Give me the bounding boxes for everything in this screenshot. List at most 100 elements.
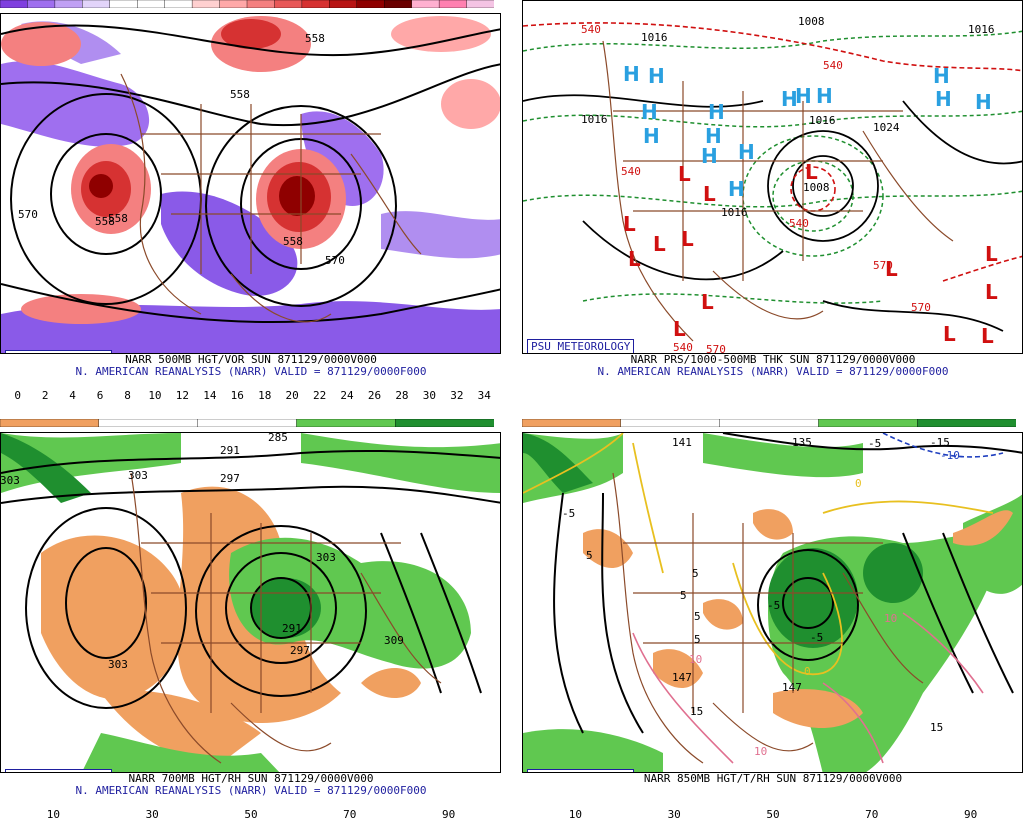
branding-label: PSU METEOROLOGY [5,350,113,353]
colorbar-tick-label: 90 [441,808,456,819]
colorbar-ticks-700mb: 10 30 50 70 90 [4,808,498,819]
colorbar-segment [917,419,1016,427]
colorbar-segment [296,419,396,427]
thickness-label: 540 [581,23,601,36]
panel-subtitle: N. AMERICAN REANALYSIS (NARR) VALID = 87… [75,365,427,378]
low-pressure-symbol: L [628,247,641,271]
low-pressure-symbol: L [678,162,691,186]
colorbar-tick-label: 28 [395,389,409,400]
panel-850mb-temp-rh: PSU METEOROLOGY NARR 850MB HGT/T/RH SUN … [522,419,1024,819]
pressure-label: 1016 [968,23,995,36]
high-pressure-symbol: H [975,90,992,114]
thickness-label: 540 [673,341,693,354]
high-pressure-symbol: H [781,87,798,111]
colorbar-segment [137,0,166,8]
colorbar-segment [109,0,138,8]
panel-title: NARR PRS/1000-500MB THK SUN 871129/0000V… [630,353,916,366]
colorbar-segment [818,419,918,427]
map-500mb-svg [1,14,500,353]
high-pressure-symbol: H [643,124,660,148]
colorbar-segment [82,0,111,8]
pressure-label: 1016 [809,114,836,127]
colorbar-tick-label: 12 [175,389,189,400]
thickness-label: 570 [911,301,931,314]
panel-subtitle: N. AMERICAN REANALYSIS (NARR) VALID = 87… [75,784,427,797]
high-pressure-symbol: H [623,62,640,86]
colorbar-segment [27,0,56,8]
colorbar-tick-label: 30 [422,389,436,400]
high-pressure-symbol: H [816,84,833,108]
map-850mb-svg [523,433,1022,772]
pressure-label: 1008 [803,181,830,194]
high-pressure-symbol: H [701,144,718,168]
thickness-label: 540 [823,59,843,72]
low-pressure-symbol: L [981,324,994,348]
map-500mb: PSU METEOROLOGY [0,13,501,354]
colorbar-segment [219,0,248,8]
pressure-label: 1024 [873,121,900,134]
thickness-label: 570 [706,343,726,354]
colorbar-tick-label: 18 [258,389,272,400]
high-pressure-symbol: H [795,84,812,108]
colorbar-tick-label: 16 [230,389,244,400]
high-pressure-symbol: H [738,140,755,164]
colorbar-tick-label: 2 [41,389,49,400]
colorbar-700mb [0,419,494,427]
pressure-label: 1016 [581,113,608,126]
colorbar-segment [0,419,100,427]
low-pressure-symbol: L [805,160,818,184]
colorbar-tick-label: 8 [124,389,131,400]
low-pressure-symbol: L [885,257,898,281]
colorbar-segment [0,0,29,8]
pressure-label: 1016 [641,31,668,44]
colorbar-segment [246,0,276,8]
colorbar-segment [329,0,358,8]
high-pressure-symbol: H [708,100,725,124]
colorbar-ticks-500mb: 0 2 4 6 8 10 12 14 16 18 20 22 24 26 28 30 32 34 [4,389,498,400]
pressure-label: 1008 [798,15,825,28]
map-850mb: PSU METEOROLOGY [522,432,1023,773]
map-mslp: H H H H H H H H H H H H H H H L L L L [522,0,1023,354]
colorbar-tick-label: 10 [46,808,61,819]
colorbar-tick-label: 30 [667,808,681,819]
colorbar-segment [274,0,303,8]
pressure-label: 1016 [721,206,748,219]
colorbar-segment [438,0,468,8]
colorbar-tick-label: 34 [477,389,491,400]
colorbar-tick-label: 30 [145,808,159,819]
colorbar-ticks-850mb: 10 30 50 70 90 [526,808,1020,819]
branding-label: PSU METEOROLOGY [527,769,635,772]
colorbar-tick-label: 6 [96,389,104,400]
colorbar-tick-label: 14 [203,389,217,400]
low-pressure-symbol: L [681,227,694,251]
colorbar-segment [54,0,84,8]
colorbar-tick-label: 70 [865,808,879,819]
high-pressure-symbol: H [641,100,658,124]
colorbar-segment [301,0,331,8]
panel-mslp-thickness: H H H H H H H H H H H H H H H L L L L [522,0,1024,400]
colorbar-segment [197,419,298,427]
panel-title: NARR 500MB HGT/VOR SUN 871129/0000V000 [125,353,377,366]
colorbar-segment [356,0,385,8]
colorbar-segment [384,0,413,8]
branding-label: PSU METEOROLOGY [527,339,635,353]
colorbar-tick-label: 10 [148,389,162,400]
colorbar-segment [395,419,494,427]
map-700mb: PSU METEOROLOGY [0,432,501,773]
panel-700mb-rh: PSU METEOROLOGY NARR 700MB HGT/RH SUN 87… [0,419,502,819]
thickness-label: 540 [789,217,809,230]
colorbar-segment [719,419,820,427]
low-pressure-symbol: L [985,242,998,266]
thickness-label: 540 [621,165,641,178]
panel-subtitle: N. AMERICAN REANALYSIS (NARR) VALID = 87… [597,365,949,378]
colorbar-segment [164,0,193,8]
colorbar-segment [522,419,622,427]
map-mslp-svg: H H H H H H H H H H H H H H H L L L L [523,1,1022,354]
colorbar-tick-label: 70 [343,808,357,819]
colorbar-850mb [522,419,1016,427]
colorbar-segment [98,419,199,427]
panel-title: NARR 700MB HGT/RH SUN 871129/0000V000 [128,772,374,785]
colorbar-tick-label: 22 [312,389,327,400]
colorbar-segment [411,0,440,8]
low-pressure-symbol: L [673,317,686,341]
